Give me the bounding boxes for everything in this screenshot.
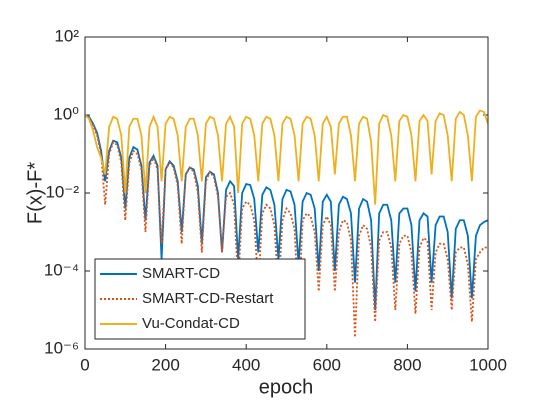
y-tick-label: 10⁰	[53, 104, 79, 123]
x-tick-label: 1000	[469, 355, 507, 374]
series-line	[85, 109, 488, 205]
y-tick-label: 10⁻⁶	[44, 338, 79, 357]
legend-label: SMART-CD	[142, 265, 220, 282]
y-tick-label: 10⁻⁴	[44, 260, 79, 279]
y-tick-label: 10²	[54, 26, 79, 45]
axes-box	[84, 36, 489, 350]
x-axis-label: epoch	[259, 376, 314, 398]
x-tick-label: 800	[393, 355, 421, 374]
x-tick-label: 200	[151, 355, 179, 374]
series-line	[85, 114, 488, 338]
x-tick-label: 400	[232, 355, 260, 374]
y-axis-label: F(x)-F*	[24, 162, 46, 224]
x-tick-label: 600	[313, 355, 341, 374]
legend-label: Vu-Condat-CD	[142, 315, 240, 332]
y-tick-label: 10⁻²	[45, 182, 79, 201]
legend-label: SMART-CD-Restart	[142, 290, 274, 307]
x-tick-label: 0	[80, 355, 89, 374]
series-line	[85, 114, 488, 311]
